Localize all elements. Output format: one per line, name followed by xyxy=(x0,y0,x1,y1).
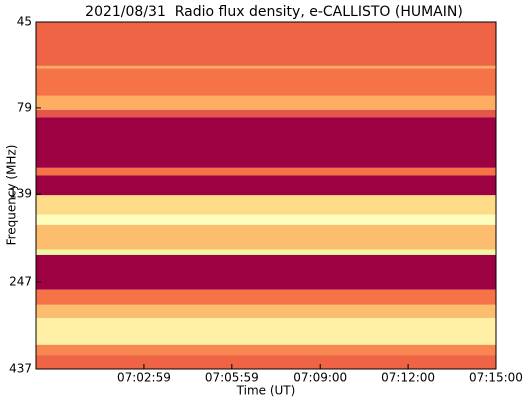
x-axis-label: Time (UT) xyxy=(236,384,296,398)
spectrogram-band xyxy=(36,214,496,225)
spectrogram-band xyxy=(36,95,496,110)
x-tick-label: 07:12:00 xyxy=(381,371,435,385)
spectrogram-band xyxy=(36,224,496,250)
spectrogram-band xyxy=(36,289,496,305)
plot-frame xyxy=(35,21,497,370)
y-tick-label: 247 xyxy=(9,274,32,288)
x-tick-label: 07:02:59 xyxy=(117,371,171,385)
spectrogram-band xyxy=(36,304,496,319)
x-tick-label: 07:09:00 xyxy=(293,371,347,385)
spectrogram-band xyxy=(36,254,496,290)
y-tick-label: 437 xyxy=(9,362,32,376)
spectrogram-band xyxy=(36,109,496,118)
spectrogram-band xyxy=(36,167,496,176)
spectrogram-band xyxy=(36,195,496,215)
spectrogram-band xyxy=(36,355,496,369)
spectrogram-band xyxy=(36,65,496,69)
y-tick-label: 139 xyxy=(9,187,32,201)
chart-title: 2021/08/31 Radio flux density, e-CALLIST… xyxy=(85,4,463,20)
spectrogram-band xyxy=(36,117,496,168)
x-tick-label: 07:05:59 xyxy=(205,371,259,385)
y-axis-label: Frequency (MHz) xyxy=(5,145,19,246)
spectrogram-band xyxy=(36,68,496,96)
x-tick-label: 07:15:00 xyxy=(469,371,523,385)
spectrogram-band xyxy=(36,22,496,66)
spectrogram-band xyxy=(36,249,496,255)
spectrogram-band xyxy=(36,175,496,196)
spectrogram-band xyxy=(36,344,496,356)
y-tick-label: 79 xyxy=(17,100,32,114)
spectrogram-band xyxy=(36,318,496,345)
y-tick-label: 45 xyxy=(17,15,32,29)
